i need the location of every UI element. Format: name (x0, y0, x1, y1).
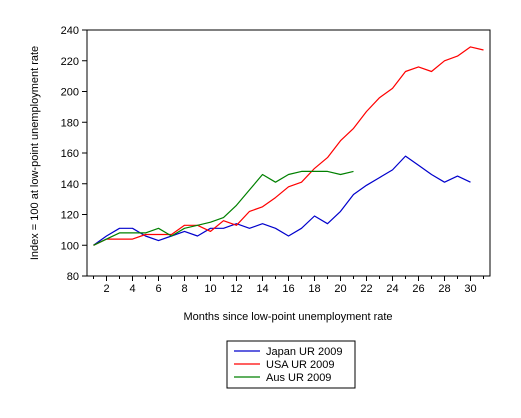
x-tick-label: 30 (464, 283, 476, 295)
x-tick-label: 6 (155, 283, 161, 295)
y-tick-label: 160 (61, 148, 79, 160)
x-axis-ticks: 2 4 6 8 10 12 14 16 18 20 22 24 26 28 30 (93, 276, 484, 295)
y-tick-label: 80 (67, 271, 79, 283)
x-tick-label: 28 (438, 283, 450, 295)
x-tick-label: 8 (181, 283, 187, 295)
y-tick-label: 180 (61, 117, 79, 129)
legend-box (226, 340, 356, 389)
series-line-aus-ur-2009 (93, 170, 354, 246)
x-tick-label: 22 (360, 283, 372, 295)
y-tick-label: 240 (61, 25, 79, 37)
y-tick-label: 100 (61, 240, 79, 252)
x-tick-label: 24 (386, 283, 398, 295)
x-axis-label: Months since low-point unemployment rate (183, 311, 392, 323)
x-tick-label: 14 (256, 283, 268, 295)
series-lines (93, 46, 484, 246)
x-tick-label: 16 (282, 283, 294, 295)
x-tick-label: 26 (412, 283, 424, 295)
legend-label: Japan UR 2009 (266, 346, 342, 358)
x-tick-label: 10 (204, 283, 216, 295)
y-tick-label: 200 (61, 87, 79, 99)
y-axis-ticks: 80 100 120 140 160 180 200 220 240 (61, 25, 87, 283)
plot-frame (86, 29, 491, 277)
x-tick-label: 12 (230, 283, 242, 295)
series-line-japan-ur-2009 (93, 155, 471, 246)
x-tick-label: 18 (308, 283, 320, 295)
x-tick-label: 2 (103, 283, 109, 295)
y-tick-label: 140 (61, 179, 79, 191)
x-tick-label: 20 (334, 283, 346, 295)
x-tick-label: 4 (129, 283, 135, 295)
y-tick-label: 120 (61, 210, 79, 222)
series-line-usa-ur-2009 (93, 46, 484, 246)
legend-label: USA UR 2009 (266, 359, 334, 371)
y-tick-label: 220 (61, 56, 79, 68)
y-axis-label: Index = 100 at low-point unemployment ra… (29, 46, 41, 260)
legend-label: Aus UR 2009 (266, 372, 331, 384)
